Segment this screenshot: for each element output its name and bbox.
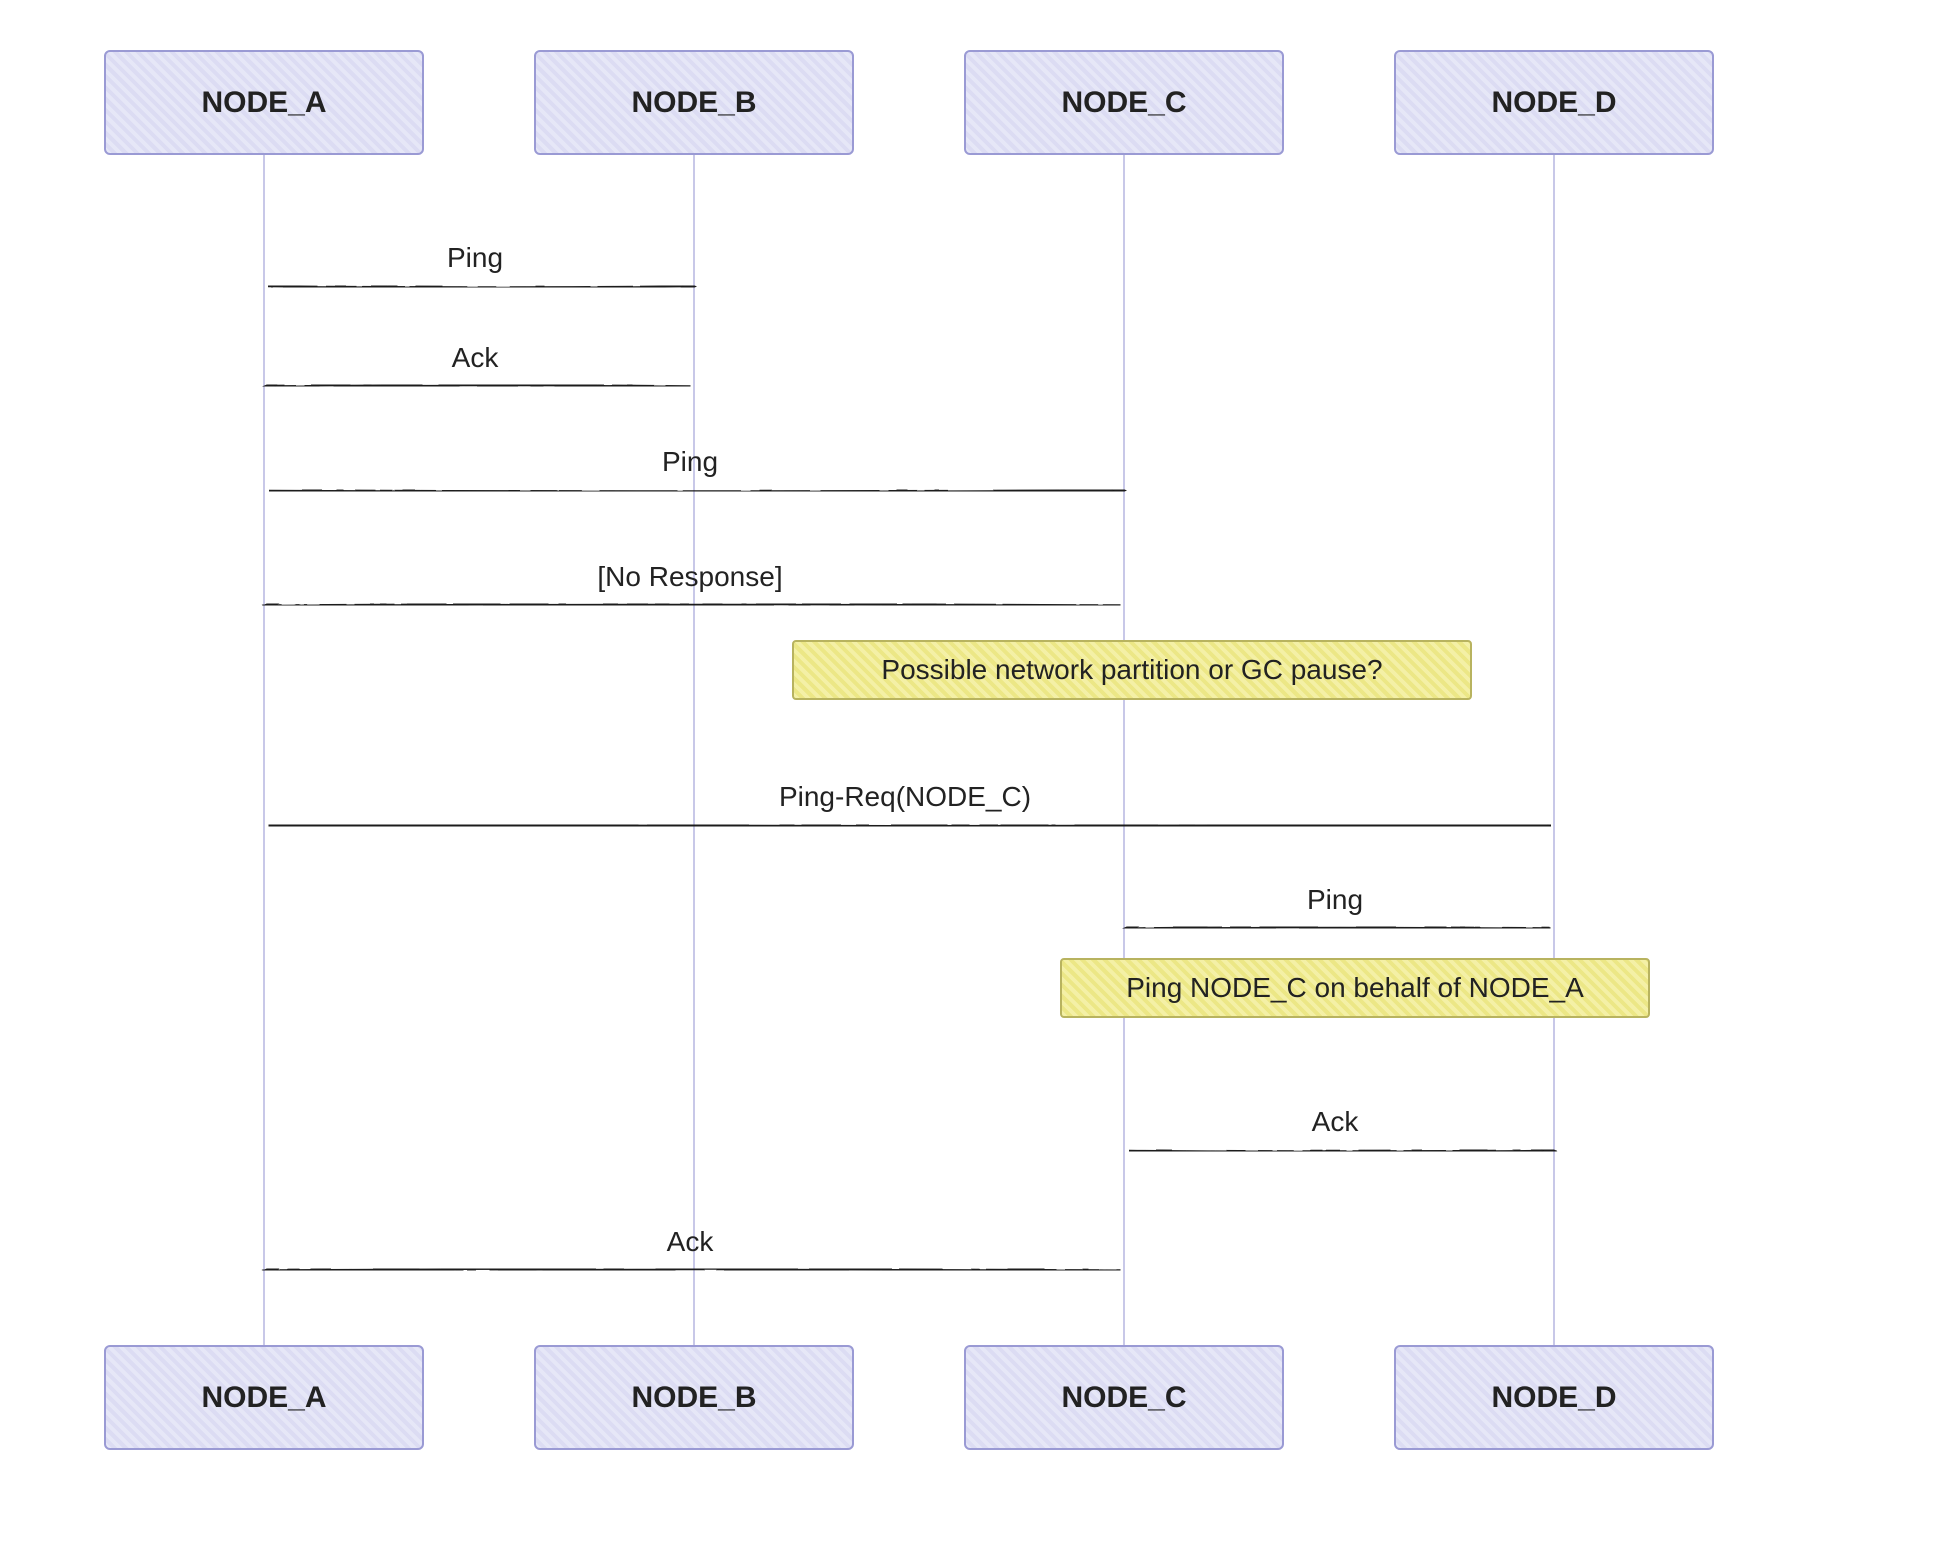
message-label-2: Ping	[662, 446, 718, 478]
message-label-3: [No Response]	[597, 561, 782, 593]
message-arrow-2	[268, 490, 1120, 491]
message-arrow-4	[268, 825, 1550, 826]
message-label-4: Ping-Req(NODE_C)	[779, 781, 1031, 813]
note-0: Possible network partition or GC pause?	[792, 640, 1472, 700]
message-arrow-7	[268, 1269, 1120, 1270]
diagram-svg	[0, 0, 1952, 1543]
message-label-5: Ping	[1307, 884, 1363, 916]
message-arrow-0	[268, 286, 690, 287]
message-label-0: Ping	[447, 242, 503, 274]
message-arrow-3	[268, 604, 1120, 605]
note-1: Ping NODE_C on behalf of NODE_A	[1060, 958, 1650, 1018]
actor-box-C-bottom: NODE_C	[964, 1345, 1284, 1450]
message-label-6: Ack	[1312, 1106, 1359, 1138]
actor-box-D-top: NODE_D	[1394, 50, 1714, 155]
message-label-7: Ack	[667, 1226, 714, 1258]
actor-box-A-top: NODE_A	[104, 50, 424, 155]
actor-box-A-bottom: NODE_A	[104, 1345, 424, 1450]
message-arrow-6	[1128, 1150, 1550, 1151]
actor-box-D-bottom: NODE_D	[1394, 1345, 1714, 1450]
actor-box-B-top: NODE_B	[534, 50, 854, 155]
message-arrow-5	[1128, 927, 1550, 928]
sequence-diagram: NODE_A NODE_A NODE_B NODE_B NODE_C NODE_C NODE…	[0, 0, 1952, 1543]
actor-box-C-top: NODE_C	[964, 50, 1284, 155]
message-label-1: Ack	[452, 342, 499, 374]
message-arrow-1	[268, 385, 690, 386]
actor-box-B-bottom: NODE_B	[534, 1345, 854, 1450]
